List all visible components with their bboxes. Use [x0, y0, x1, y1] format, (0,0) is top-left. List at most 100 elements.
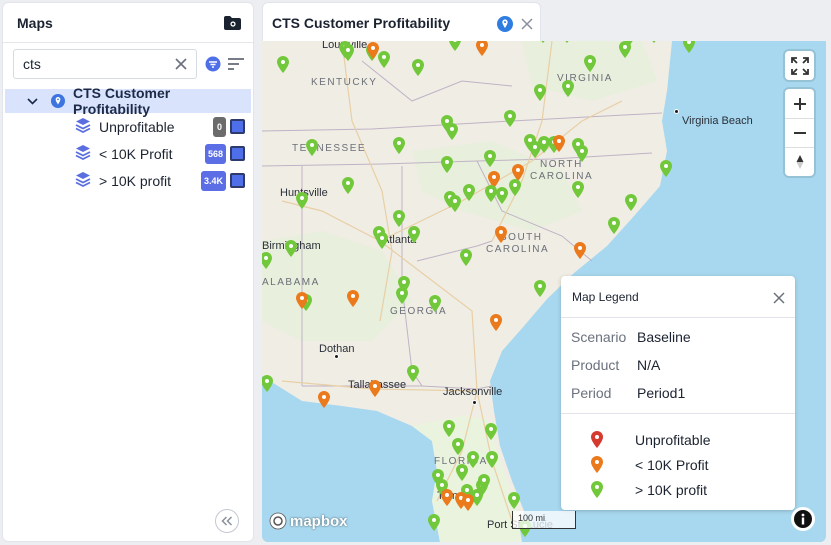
map-marker-icon[interactable] — [619, 41, 631, 58]
search-input[interactable] — [23, 56, 173, 72]
map-marker-icon[interactable] — [504, 110, 516, 127]
fullscreen-control — [785, 51, 814, 80]
map-marker-icon[interactable] — [608, 217, 620, 234]
map-marker-icon[interactable] — [495, 226, 507, 243]
zoom-out-button[interactable] — [785, 118, 814, 147]
map-marker-icon[interactable] — [574, 242, 586, 259]
clear-search-icon[interactable] — [174, 57, 188, 71]
layer-item-unprofitable[interactable]: Unprofitable 0 — [3, 113, 253, 140]
map-marker-icon[interactable] — [485, 185, 497, 202]
map-marker-icon[interactable] — [318, 391, 330, 408]
map-marker-icon[interactable] — [683, 41, 695, 53]
map-view[interactable]: KENTUCKY VIRGINIA TENNESSEE NORTH CAROLI… — [262, 41, 826, 542]
map-marker-icon[interactable] — [463, 184, 475, 201]
map-marker-icon[interactable] — [471, 489, 483, 506]
city-dot — [472, 400, 477, 405]
map-marker-icon[interactable] — [342, 177, 354, 194]
map-marker-icon[interactable] — [376, 232, 388, 249]
map-marker-icon[interactable] — [347, 290, 359, 307]
map-marker-icon[interactable] — [296, 292, 308, 309]
map-marker-icon[interactable] — [393, 210, 405, 227]
search-field[interactable] — [13, 49, 197, 79]
layer-visibility-checkbox[interactable] — [230, 173, 245, 188]
map-marker-icon[interactable] — [538, 136, 550, 153]
map-marker-icon[interactable] — [456, 464, 468, 481]
legend-info-row: Product N/A — [571, 351, 795, 379]
map-marker-icon[interactable] — [476, 41, 488, 56]
tree-item-cts-customer-profitability[interactable]: CTS Customer Profitability — [5, 85, 251, 117]
map-marker-icon[interactable] — [412, 59, 424, 76]
map-marker-icon[interactable] — [478, 474, 490, 491]
map-marker-icon[interactable] — [512, 164, 524, 181]
map-marker-icon[interactable] — [262, 375, 273, 392]
collapse-panel-button[interactable] — [215, 509, 239, 533]
layer-visibility-checkbox[interactable] — [230, 119, 245, 134]
map-marker-icon[interactable] — [396, 287, 408, 304]
map-marker-icon[interactable] — [369, 380, 381, 397]
close-tab-icon[interactable] — [521, 17, 533, 30]
map-marker-icon[interactable] — [441, 489, 453, 506]
map-marker-icon[interactable] — [408, 226, 420, 243]
map-marker-icon[interactable] — [529, 141, 541, 158]
compass-button[interactable] — [785, 147, 814, 176]
map-marker-icon[interactable] — [378, 51, 390, 68]
map-marker-icon[interactable] — [486, 451, 498, 468]
map-marker-icon[interactable] — [428, 514, 440, 531]
map-marker-icon[interactable] — [537, 41, 549, 43]
close-legend-icon[interactable] — [773, 291, 785, 304]
chevron-down-icon[interactable] — [27, 95, 39, 107]
map-marker-icon[interactable] — [561, 41, 573, 43]
sort-icon[interactable] — [227, 57, 245, 71]
map-marker-icon[interactable] — [367, 42, 379, 59]
map-pin-icon — [50, 94, 65, 108]
map-marker-icon[interactable] — [534, 280, 546, 297]
map-marker-icon[interactable] — [462, 494, 474, 511]
map-marker-icon[interactable] — [441, 156, 453, 173]
filter-icon[interactable] — [205, 56, 221, 72]
map-marker-icon[interactable] — [508, 492, 520, 509]
map-marker-icon[interactable] — [296, 192, 308, 209]
map-marker-icon[interactable] — [485, 423, 497, 440]
map-marker-icon[interactable] — [407, 365, 419, 382]
map-marker-icon[interactable] — [490, 314, 502, 331]
legend-item-unprofitable: Unprofitable — [591, 427, 795, 452]
map-marker-icon[interactable] — [443, 420, 455, 437]
map-marker-icon[interactable] — [484, 150, 496, 167]
map-marker-icon[interactable] — [572, 181, 584, 198]
layer-visibility-checkbox[interactable] — [230, 146, 245, 161]
folder-icon[interactable] — [223, 15, 241, 31]
map-marker-icon[interactable] — [460, 249, 472, 266]
map-marker-icon[interactable] — [262, 252, 272, 269]
map-marker-icon[interactable] — [429, 295, 441, 312]
map-marker-icon[interactable] — [509, 179, 521, 196]
map-marker-icon[interactable] — [553, 135, 565, 152]
tab-cts-customer-profitability[interactable]: CTS Customer Profitability — [262, 2, 541, 42]
map-marker-icon[interactable] — [277, 56, 289, 73]
layer-item-gt-10k-profit[interactable]: > 10K profit 3.4K — [3, 167, 253, 194]
map-marker-icon[interactable] — [660, 160, 672, 177]
map-marker-icon[interactable] — [584, 55, 596, 72]
map-marker-icon[interactable] — [342, 44, 354, 61]
map-marker-icon[interactable] — [449, 195, 461, 212]
zoom-in-button[interactable] — [785, 89, 814, 118]
map-marker-icon[interactable] — [306, 139, 318, 156]
map-marker-icon[interactable] — [446, 123, 458, 140]
layer-item-lt-10k-profit[interactable]: < 10K Profit 568 — [3, 140, 253, 167]
attribution-info-button[interactable] — [791, 507, 815, 531]
map-marker-icon[interactable] — [285, 240, 297, 257]
map-marker-icon[interactable] — [496, 187, 508, 204]
fullscreen-button[interactable] — [785, 51, 814, 80]
map-marker-icon[interactable] — [452, 438, 464, 455]
map-marker-icon[interactable] — [488, 171, 500, 188]
map-marker-icon[interactable] — [467, 451, 479, 468]
mapbox-logo[interactable]: mapbox — [269, 512, 348, 530]
map-marker-icon[interactable] — [393, 137, 405, 154]
map-marker-icon[interactable] — [449, 41, 461, 51]
map-marker-icon[interactable] — [648, 41, 660, 43]
map-marker-icon[interactable] — [562, 80, 574, 97]
map-marker-icon[interactable] — [625, 194, 637, 211]
maps-panel-header: Maps — [3, 3, 253, 43]
map-marker-icon[interactable] — [576, 145, 588, 162]
legend-item-label: > 10K profit — [635, 481, 707, 498]
map-marker-icon[interactable] — [534, 84, 546, 101]
